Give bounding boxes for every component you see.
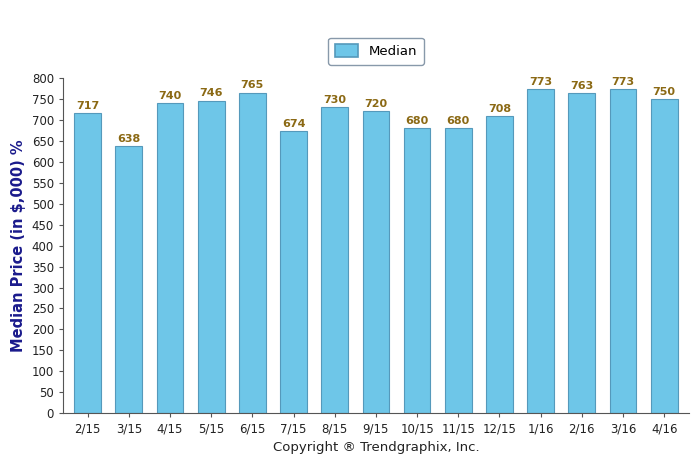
Bar — [280, 131, 307, 413]
Bar — [116, 146, 142, 413]
Text: 680: 680 — [405, 116, 428, 126]
Bar — [568, 93, 595, 413]
X-axis label: Copyright ® Trendgraphix, Inc.: Copyright ® Trendgraphix, Inc. — [272, 441, 480, 454]
Bar — [157, 103, 183, 413]
Text: 773: 773 — [611, 77, 635, 87]
Text: 680: 680 — [447, 116, 470, 126]
Bar — [239, 93, 266, 413]
Text: 746: 746 — [199, 88, 223, 99]
Text: 674: 674 — [282, 119, 305, 129]
Text: 717: 717 — [76, 100, 99, 111]
Text: 708: 708 — [488, 104, 511, 114]
Bar — [321, 107, 348, 413]
Bar — [363, 112, 389, 413]
Bar — [404, 128, 430, 413]
Bar — [486, 116, 513, 413]
Bar — [610, 89, 636, 413]
Bar — [651, 99, 678, 413]
Text: 765: 765 — [241, 80, 264, 91]
Bar — [445, 128, 472, 413]
Text: 638: 638 — [117, 134, 141, 144]
Text: 720: 720 — [365, 100, 388, 109]
Bar — [527, 89, 554, 413]
Text: 750: 750 — [652, 87, 676, 97]
Text: 773: 773 — [529, 77, 552, 87]
Text: 740: 740 — [158, 91, 181, 101]
Text: 763: 763 — [570, 81, 594, 91]
Legend: Median: Median — [328, 38, 424, 65]
Y-axis label: Median Price (in $,000) %: Median Price (in $,000) % — [11, 140, 26, 352]
Text: 730: 730 — [323, 95, 346, 105]
Bar — [198, 100, 225, 413]
Bar — [74, 113, 101, 413]
